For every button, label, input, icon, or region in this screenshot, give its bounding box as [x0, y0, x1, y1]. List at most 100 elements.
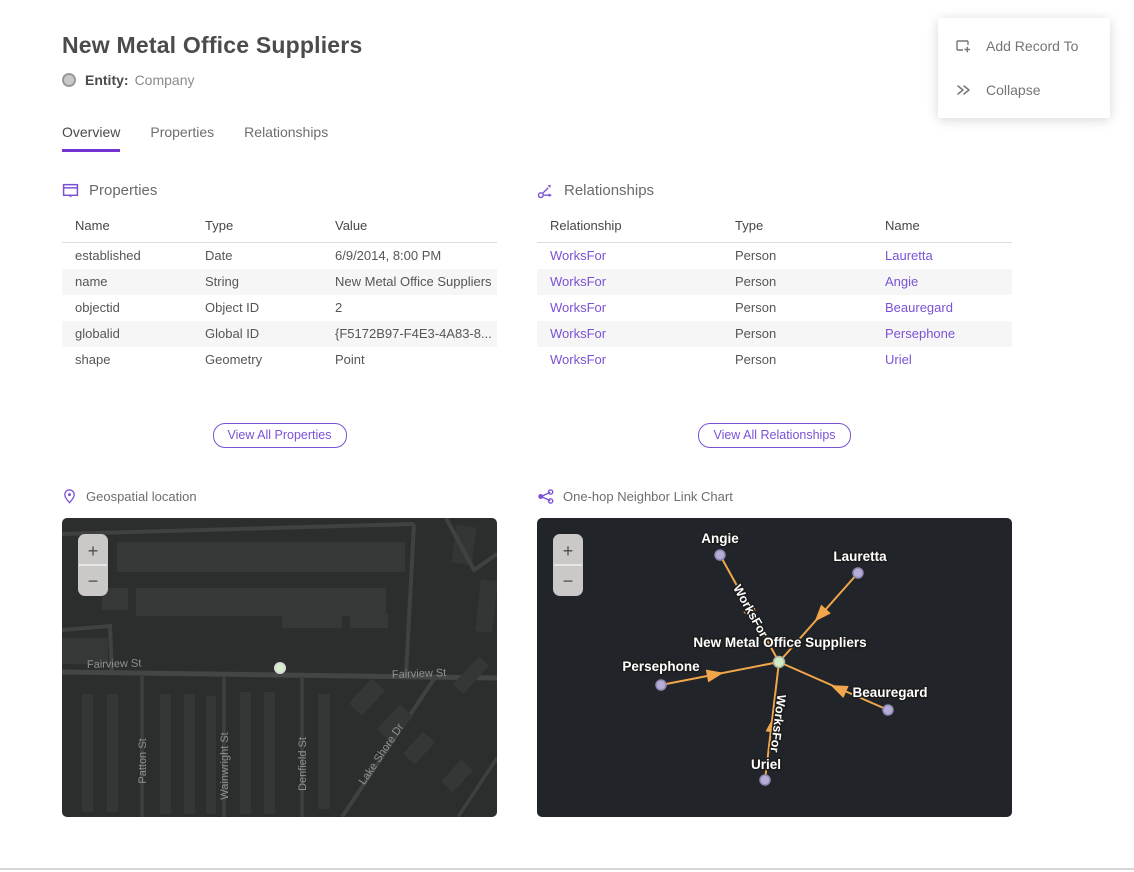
section-title: Geospatial location	[86, 488, 197, 504]
section-title: One-hop Neighbor Link Chart	[563, 488, 733, 504]
link-chart-panel: WorksFor WorksFor Angie	[537, 517, 1012, 817]
zoom-out-button[interactable]: −	[88, 571, 99, 591]
node-label-uriel: Uriel	[751, 757, 781, 772]
cell-prop-type: String	[205, 274, 239, 289]
properties-table: Name Type Value established Date 6/9/201…	[62, 212, 497, 373]
street-label-fairview-right: Fairview St	[392, 667, 447, 681]
entity-type-value: Company	[134, 72, 195, 88]
relationships-section-header: Relationships	[537, 182, 1012, 199]
table-row: shape Geometry Point	[62, 347, 497, 373]
related-entity-link[interactable]: Angie	[885, 274, 919, 289]
street-label-fairview-left: Fairview St	[87, 657, 142, 670]
zoom-in-button[interactable]: +	[563, 541, 574, 561]
tab-relationships[interactable]: Relationships	[244, 124, 329, 140]
col-header-value: Value	[322, 212, 497, 243]
tab-overview[interactable]: Overview	[62, 124, 121, 152]
col-header-name: Name	[872, 212, 1012, 243]
table-row: established Date 6/9/2014, 8:00 PM	[62, 243, 497, 269]
cell-prop-value: {F5172B97-F4E3-4A83-8...	[335, 326, 492, 341]
col-header-name: Name	[62, 212, 192, 243]
collapse-icon	[957, 85, 970, 95]
map-section-header: Geospatial location	[62, 488, 497, 505]
link-chart-nodes	[655, 548, 894, 786]
cell-rel-type: Person	[735, 274, 777, 289]
cell-rel-type: Person	[735, 248, 777, 264]
table-row: WorksFor Person Uriel	[537, 347, 1012, 373]
tab-bar: Overview Properties Relationships	[62, 124, 1134, 152]
table-row: WorksFor Person Persephone	[537, 320, 1012, 347]
section-title: Relationships	[564, 182, 655, 199]
relationships-table: Relationship Type Name WorksFor Person L…	[537, 212, 1012, 373]
relationship-link[interactable]: WorksFor	[550, 300, 607, 315]
related-entity-link[interactable]: Beauregard	[885, 300, 953, 315]
link-chart-zoom-control: + −	[553, 533, 583, 596]
cell-prop-name: shape	[75, 352, 111, 367]
node-label-beauregard: Beauregard	[852, 685, 927, 700]
node-label-lauretta: Lauretta	[833, 549, 887, 564]
node-persephone[interactable]	[655, 678, 667, 691]
zoom-out-button[interactable]: −	[563, 571, 574, 591]
relationship-link[interactable]: WorksFor	[550, 274, 607, 289]
edge-arrowheads	[705, 604, 849, 733]
node-beauregard[interactable]	[882, 703, 894, 716]
street-label-denfield: Denfield St	[297, 737, 309, 791]
table-row: name String New Metal Office Suppliers	[62, 268, 497, 295]
node-uriel[interactable]	[759, 773, 771, 786]
related-entity-link[interactable]: Lauretta	[885, 248, 933, 264]
entity-label: Entity:	[85, 72, 129, 88]
collapse-menu-item[interactable]: Collapse	[938, 68, 1110, 112]
properties-section-header: Properties	[62, 182, 497, 199]
street-label-patton: Patton St	[137, 738, 149, 783]
add-record-icon	[956, 40, 970, 53]
relationship-link[interactable]: WorksFor	[550, 248, 607, 264]
map-canvas[interactable]: Fairview St Fairview St Patton St Wainwr…	[62, 517, 497, 817]
menu-item-label: Add Record To	[986, 38, 1079, 54]
cell-prop-value: 2	[335, 300, 343, 315]
table-row: objectid Object ID 2	[62, 295, 497, 321]
cell-prop-name: globalid	[75, 326, 120, 341]
col-header-type: Type	[192, 212, 322, 243]
properties-icon	[62, 183, 79, 198]
zoom-in-button[interactable]: +	[88, 541, 99, 561]
node-label-center: New Metal Office Suppliers	[693, 635, 866, 650]
table-header-row: Name Type Value	[62, 212, 497, 243]
node-angie[interactable]	[714, 548, 726, 561]
cell-prop-type: Geometry	[205, 352, 263, 367]
node-label-persephone: Persephone	[622, 659, 700, 674]
view-all-properties-button[interactable]: View All Properties	[212, 422, 347, 448]
node-label-angie: Angie	[701, 531, 739, 546]
related-entity-link[interactable]: Uriel	[885, 352, 912, 367]
cell-prop-name: name	[75, 274, 108, 289]
map-panel: Fairview St Fairview St Patton St Wainwr…	[62, 517, 497, 817]
cell-rel-type: Person	[735, 300, 777, 315]
bottom-divider	[0, 868, 1134, 870]
cell-prop-value: New Metal Office Suppliers	[335, 274, 492, 289]
map-zoom-control: + −	[78, 533, 108, 596]
relationship-link[interactable]: WorksFor	[550, 326, 607, 341]
related-entity-link[interactable]: Persephone	[885, 326, 956, 341]
link-chart-section-header: One-hop Neighbor Link Chart	[537, 488, 1012, 505]
cell-prop-name: objectid	[75, 300, 120, 315]
col-header-relationship: Relationship	[537, 212, 722, 243]
node-lauretta[interactable]	[852, 566, 864, 579]
context-menu: Add Record To Collapse	[938, 18, 1110, 118]
relationship-link[interactable]: WorksFor	[550, 352, 607, 367]
cell-prop-value: Point	[335, 352, 365, 367]
cell-prop-type: Global ID	[205, 326, 260, 341]
cell-rel-type: Person	[735, 352, 777, 367]
cell-prop-name: established	[75, 248, 141, 264]
cell-prop-value: 6/9/2014, 8:00 PM	[335, 248, 442, 264]
relationships-icon	[537, 184, 552, 199]
node-center[interactable]	[772, 655, 786, 668]
link-chart-canvas[interactable]: WorksFor WorksFor Angie	[537, 517, 1012, 817]
map-point-marker[interactable]	[274, 661, 286, 674]
link-chart-icon	[538, 488, 554, 504]
cell-rel-type: Person	[735, 326, 777, 341]
cell-prop-type: Object ID	[205, 300, 260, 315]
menu-item-label: Collapse	[986, 82, 1041, 98]
add-record-to-menu-item[interactable]: Add Record To	[938, 24, 1110, 68]
cell-prop-type: Date	[205, 248, 233, 264]
tab-properties[interactable]: Properties	[150, 124, 215, 140]
table-row: globalid Global ID {F5172B97-F4E3-4A83-8…	[62, 320, 497, 347]
view-all-relationships-button[interactable]: View All Relationships	[698, 422, 851, 448]
